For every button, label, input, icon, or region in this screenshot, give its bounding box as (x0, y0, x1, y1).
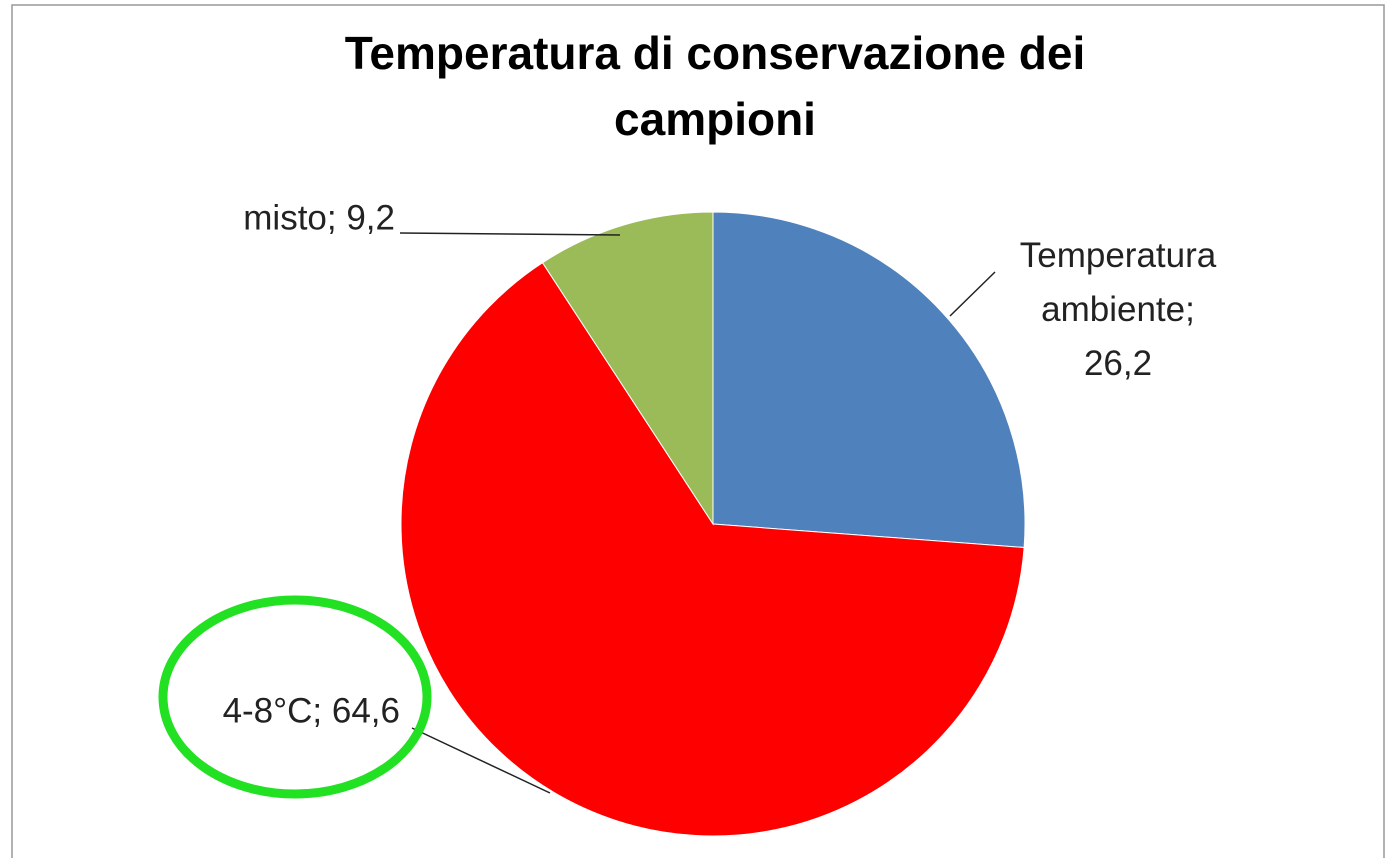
data-label: Temperatura ambiente; 26,2 (1020, 236, 1217, 383)
leader-line (949, 271, 996, 317)
leader-line (411, 727, 551, 794)
pie-slice (400, 261, 1025, 837)
chart-border (11, 4, 1385, 858)
leader-line (399, 232, 621, 236)
data-label: misto; 9,2 (243, 198, 395, 237)
chart-title: Temperatura di conservazione dei campion… (344, 27, 1086, 145)
highlight-ellipse (158, 595, 432, 799)
pie-slice (541, 211, 714, 526)
data-label: 4-8°C; 64,6 (223, 691, 400, 730)
pie-slice (712, 211, 1026, 549)
